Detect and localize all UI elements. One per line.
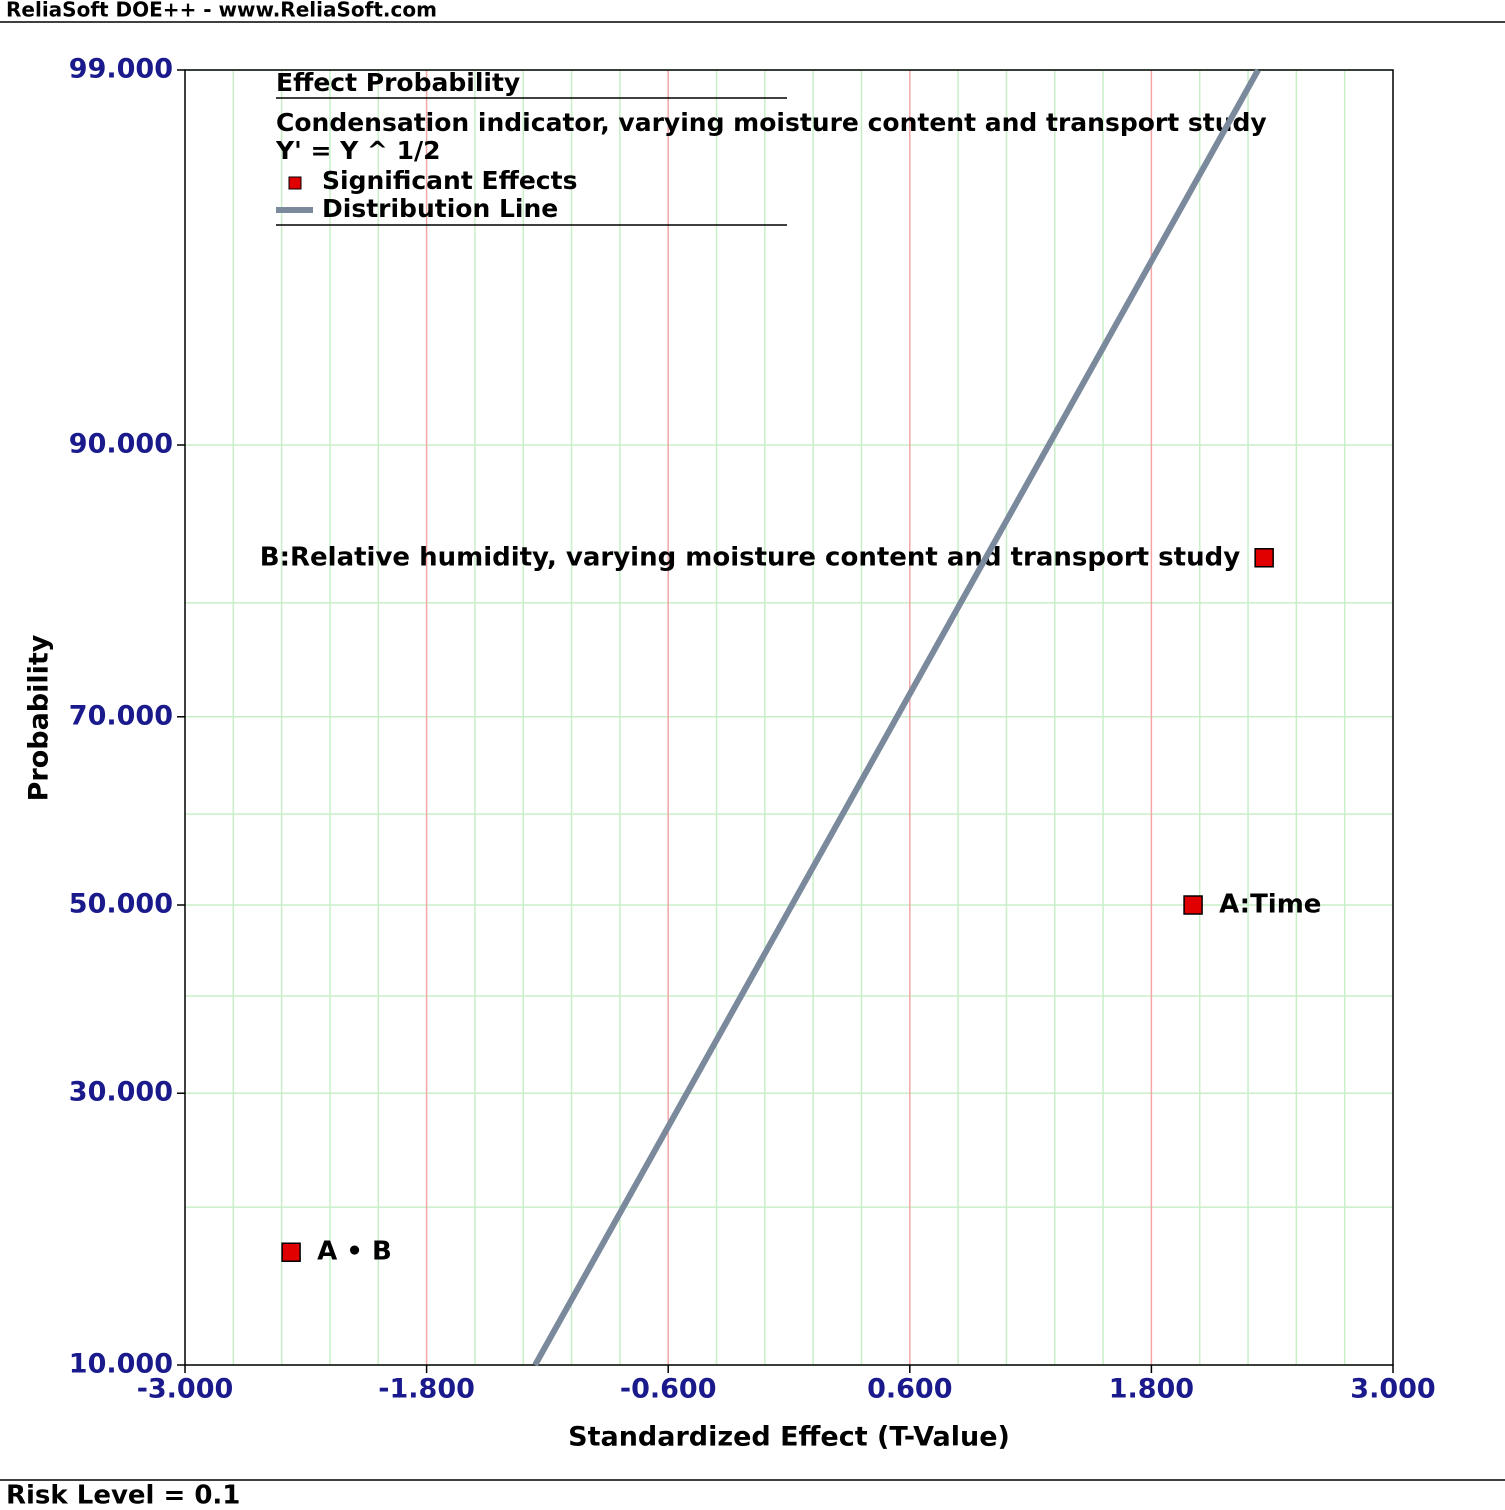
legend-subtitle: Condensation indicator, varying moisture… bbox=[276, 108, 1267, 137]
legend-label: Significant Effects bbox=[322, 166, 577, 195]
x-tick-label: -1.800 bbox=[378, 1374, 475, 1405]
legend-label: Distribution Line bbox=[322, 194, 558, 223]
footer-text: Risk Level = 0.1 bbox=[6, 1481, 240, 1510]
y-tick-label: 70.000 bbox=[69, 700, 173, 731]
y-tick-label: 50.000 bbox=[69, 889, 173, 920]
y-tick-label: 99.000 bbox=[69, 54, 173, 85]
plot-frame bbox=[184, 69, 1394, 1366]
y-tick-label: 90.000 bbox=[69, 429, 173, 460]
x-tick-label: -3.000 bbox=[137, 1374, 234, 1405]
y-tick-label: 10.000 bbox=[69, 1349, 173, 1380]
legend-title: Effect Probability bbox=[276, 68, 520, 97]
x-axis-title: Standardized Effect (T-Value) bbox=[568, 1422, 1010, 1453]
x-tick-label: -0.600 bbox=[620, 1374, 717, 1405]
point-label: A • B bbox=[317, 1237, 392, 1267]
point-label: B:Relative humidity, varying moisture co… bbox=[260, 542, 1240, 572]
x-tick-label: 3.000 bbox=[1350, 1374, 1435, 1405]
window-title: ReliaSoft DOE++ - www.ReliaSoft.com bbox=[6, 0, 437, 22]
point-label: A:Time bbox=[1219, 890, 1321, 920]
y-axis-title: Probability bbox=[24, 634, 55, 801]
x-tick-label: 1.800 bbox=[1109, 1374, 1194, 1405]
data-point bbox=[1254, 548, 1274, 568]
data-point bbox=[1183, 895, 1203, 915]
legend-marker bbox=[288, 176, 302, 190]
x-tick-label: 0.600 bbox=[867, 1374, 952, 1405]
data-point bbox=[281, 1242, 301, 1262]
legend-subtitle: Y' = Y ^ 1/2 bbox=[275, 136, 441, 165]
distribution-line bbox=[532, 68, 1261, 1367]
y-tick-label: 30.000 bbox=[69, 1077, 173, 1108]
